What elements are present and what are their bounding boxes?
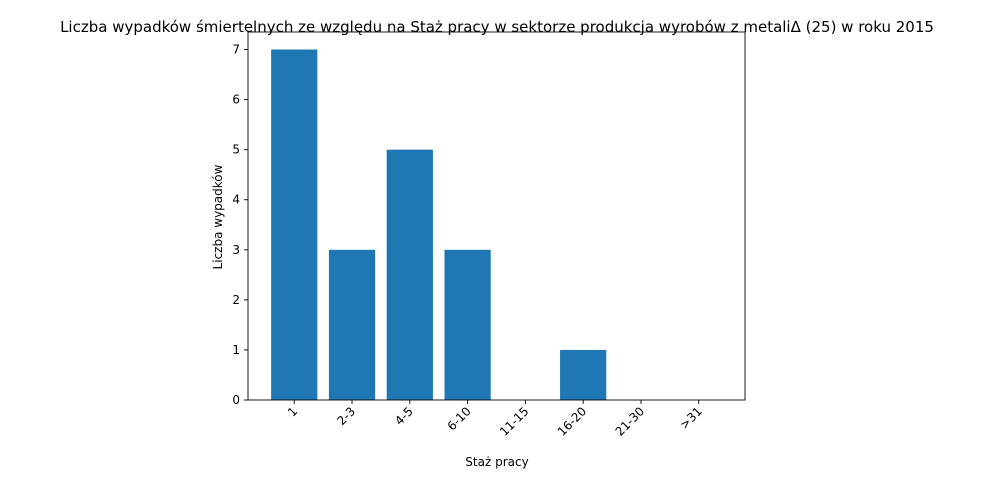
axes-frame	[247, 31, 746, 401]
bar-1	[328, 249, 376, 400]
x-tick-label-6: 21-30	[613, 404, 648, 439]
plot-area: 0 1 2 3 4 5 6 7 1 2-3 4-5 6-10 11-15 16-20 21-30 >31	[232, 31, 746, 439]
y-tick-label-4: 4	[232, 193, 240, 207]
chart-title: Liczba wypadków śmiertelnych ze względu …	[60, 18, 934, 36]
y-tick-label-5: 5	[232, 143, 240, 157]
y-tick-label-3: 3	[232, 243, 240, 257]
y-tick-label-7: 7	[232, 43, 240, 57]
y-tick-label-1: 1	[232, 343, 240, 357]
x-tick-label-1: 2-3	[334, 404, 358, 428]
x-tick-label-3: 6-10	[445, 404, 474, 433]
x-tick-label-7: >31	[677, 404, 705, 432]
y-tick-label-0: 0	[232, 393, 240, 407]
x-axis-label: Staż pracy	[465, 455, 528, 469]
bar-2	[386, 149, 433, 400]
y-tick-label-2: 2	[232, 293, 240, 307]
x-tick-label-4: 11-15	[497, 404, 532, 439]
y-axis-label: Liczba wypadków	[211, 164, 225, 269]
y-tick-label-6: 6	[232, 93, 240, 107]
bar-0	[271, 49, 318, 401]
x-tick-label-5: 16-20	[555, 404, 590, 439]
bar-3	[444, 249, 491, 400]
x-tick-label-0: 1	[285, 404, 300, 419]
x-tick-label-2: 4-5	[392, 404, 416, 428]
bar-5	[560, 349, 607, 400]
